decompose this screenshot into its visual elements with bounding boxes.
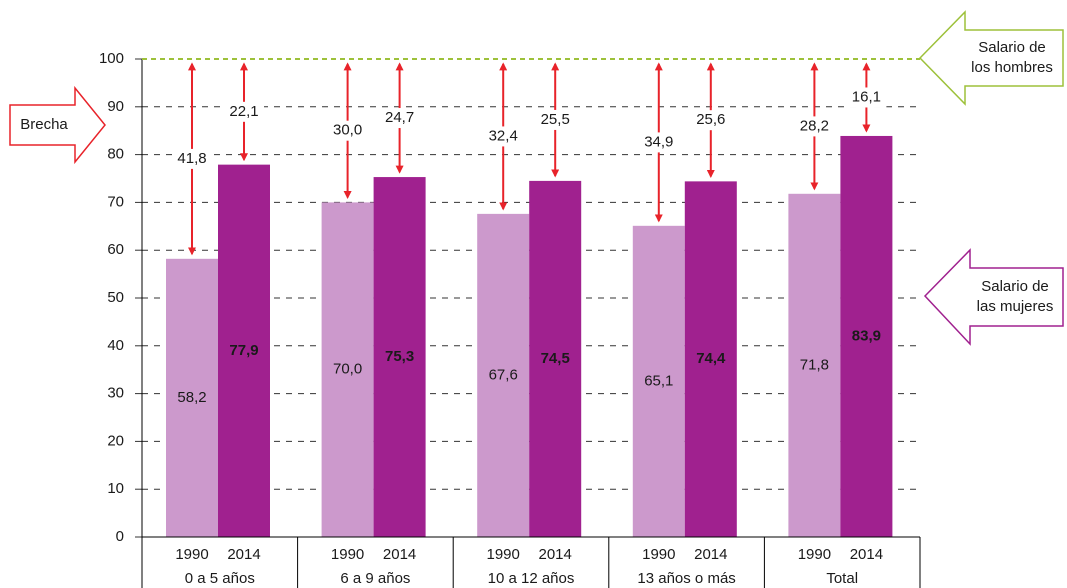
value-label: 77,9 <box>229 342 258 359</box>
bar <box>529 180 582 537</box>
y-tick-label: 100 <box>99 50 124 67</box>
bar <box>321 202 374 537</box>
gap-label: 32,4 <box>489 127 518 144</box>
bar <box>840 135 893 537</box>
gap-label-bg <box>690 110 731 131</box>
x-tick-label: 6 a 9 años <box>340 570 410 587</box>
gap-label-bg <box>535 109 576 130</box>
y-tick-label: 10 <box>107 480 124 497</box>
gap-label: 22,1 <box>229 103 258 120</box>
men-annotation: Salario de <box>978 39 1046 56</box>
y-tick-label: 20 <box>107 432 124 449</box>
y-tick-label: 30 <box>107 385 124 402</box>
gap-label-bg <box>172 148 212 169</box>
bar <box>632 225 685 537</box>
value-label: 74,4 <box>696 350 726 367</box>
gap-label: 30,0 <box>333 122 362 139</box>
gap-label-bg <box>483 126 524 147</box>
men-annotation: los hombres <box>971 59 1053 76</box>
series-label: 1990 <box>487 546 520 563</box>
bar <box>477 213 530 537</box>
value-label: 65,1 <box>644 372 673 389</box>
y-tick-label: 60 <box>107 241 124 258</box>
value-label: 74,5 <box>541 350 570 367</box>
value-label: 70,0 <box>333 361 362 378</box>
gap-label: 16,1 <box>852 88 881 105</box>
women-annotation: las mujeres <box>977 298 1054 315</box>
bar <box>166 258 218 537</box>
bar <box>788 193 841 537</box>
y-tick-label: 90 <box>107 98 124 115</box>
women-annotation: Salario de <box>981 278 1049 295</box>
y-tick-label: 40 <box>107 337 124 354</box>
gap-label-bg <box>379 108 420 129</box>
gap-label-bg <box>846 87 887 108</box>
x-tick-label: Total <box>826 570 858 587</box>
gap-annotation: Brecha <box>20 116 68 133</box>
y-tick-label: 0 <box>116 528 124 545</box>
series-label: 1990 <box>175 546 208 563</box>
gap-label: 41,8 <box>177 150 206 167</box>
value-label: 83,9 <box>852 327 881 344</box>
gap-label: 24,7 <box>385 109 414 126</box>
bar <box>373 177 426 538</box>
series-label: 2014 <box>694 546 727 563</box>
value-label: 71,8 <box>800 356 829 373</box>
gap-label: 34,9 <box>644 133 673 150</box>
gap-label-bg <box>638 132 679 153</box>
gap-label-bg <box>794 116 835 137</box>
gap-label: 25,6 <box>696 111 725 128</box>
value-label: 67,6 <box>489 366 518 383</box>
series-label: 2014 <box>227 546 260 563</box>
series-label: 1990 <box>642 546 675 563</box>
x-tick-label: 13 años o más <box>637 570 735 587</box>
series-label: 1990 <box>798 546 831 563</box>
gap-arrow <box>9 85 106 165</box>
men-arrow <box>918 10 1064 106</box>
x-tick-label: 0 a 5 años <box>185 570 255 587</box>
value-label: 75,3 <box>385 348 414 365</box>
y-tick-label: 50 <box>107 289 124 306</box>
x-tick-label: 10 a 12 años <box>488 570 575 587</box>
series-label: 2014 <box>850 546 883 563</box>
series-label: 2014 <box>383 546 416 563</box>
gap-label: 28,2 <box>800 117 829 134</box>
gap-label-bg <box>327 120 368 141</box>
women-arrow <box>923 248 1064 346</box>
y-tick-label: 70 <box>107 193 124 210</box>
y-tick-label: 80 <box>107 146 124 163</box>
bar <box>684 181 737 538</box>
bar <box>218 164 270 537</box>
value-label: 58,2 <box>177 389 206 406</box>
gap-label-bg <box>224 101 264 122</box>
gap-label: 25,5 <box>541 111 570 128</box>
series-label: 1990 <box>331 546 364 563</box>
series-label: 2014 <box>539 546 572 563</box>
